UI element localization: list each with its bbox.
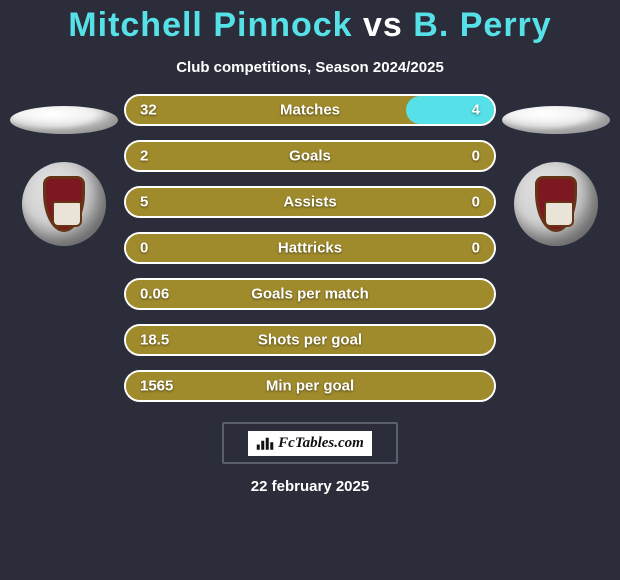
- player1-country-flag: [10, 106, 118, 134]
- stat-value-left: 18.5: [140, 332, 169, 349]
- stat-bar: 32 4 Matches: [124, 94, 496, 126]
- stat-value-left: 1565: [140, 378, 173, 395]
- stat-value-right: 4: [472, 102, 480, 119]
- stat-bar: 2 0 Goals: [124, 140, 496, 172]
- stat-bar: 0.06 Goals per match: [124, 278, 496, 310]
- stat-bar: 5 0 Assists: [124, 186, 496, 218]
- stats-bars: 32 4 Matches 2 0 Goals 5 0 Assists 0 0 Hattricks 0.0…: [124, 94, 496, 402]
- stat-value-left: 5: [140, 194, 148, 211]
- vs-separator: vs: [363, 6, 403, 44]
- comparison-title: Mitchell Pinnock vs B. Perry: [68, 6, 551, 45]
- stat-metric-label: Assists: [283, 194, 336, 211]
- player1-name: Mitchell Pinnock: [68, 6, 352, 44]
- shield-icon: [43, 176, 85, 232]
- stat-value-right: 0: [472, 194, 480, 211]
- player1-side: [4, 94, 124, 246]
- stat-bar: 0 0 Hattricks: [124, 232, 496, 264]
- stat-fill-left: [126, 96, 406, 124]
- player2-country-flag: [502, 106, 610, 134]
- stat-metric-label: Shots per goal: [258, 332, 362, 349]
- brand-box: FcTables.com: [222, 422, 398, 464]
- player1-club-crest: [22, 162, 106, 246]
- shield-icon: [535, 176, 577, 232]
- date-label: 22 february 2025: [251, 478, 369, 495]
- stat-value-left: 2: [140, 148, 148, 165]
- player2-club-crest: [514, 162, 598, 246]
- stat-metric-label: Hattricks: [278, 240, 342, 257]
- bar-chart-icon: [256, 435, 274, 451]
- stat-metric-label: Matches: [280, 102, 340, 119]
- stat-fill-right: [406, 96, 494, 124]
- stat-metric-label: Min per goal: [266, 378, 354, 395]
- stat-value-right: 0: [472, 148, 480, 165]
- player2-side: [496, 94, 616, 246]
- comparison-content: 32 4 Matches 2 0 Goals 5 0 Assists 0 0 Hattricks 0.0…: [0, 94, 620, 402]
- competition-subtitle: Club competitions, Season 2024/2025: [176, 59, 444, 76]
- stat-metric-label: Goals per match: [251, 286, 369, 303]
- stat-metric-label: Goals: [289, 148, 331, 165]
- brand-text: FcTables.com: [278, 435, 364, 452]
- stat-bar: 1565 Min per goal: [124, 370, 496, 402]
- player2-name: B. Perry: [413, 6, 551, 44]
- stat-value-right: 0: [472, 240, 480, 257]
- stat-value-left: 32: [140, 102, 157, 119]
- stat-value-left: 0: [140, 240, 148, 257]
- brand-inner: FcTables.com: [248, 431, 372, 456]
- stat-value-left: 0.06: [140, 286, 169, 303]
- stat-bar: 18.5 Shots per goal: [124, 324, 496, 356]
